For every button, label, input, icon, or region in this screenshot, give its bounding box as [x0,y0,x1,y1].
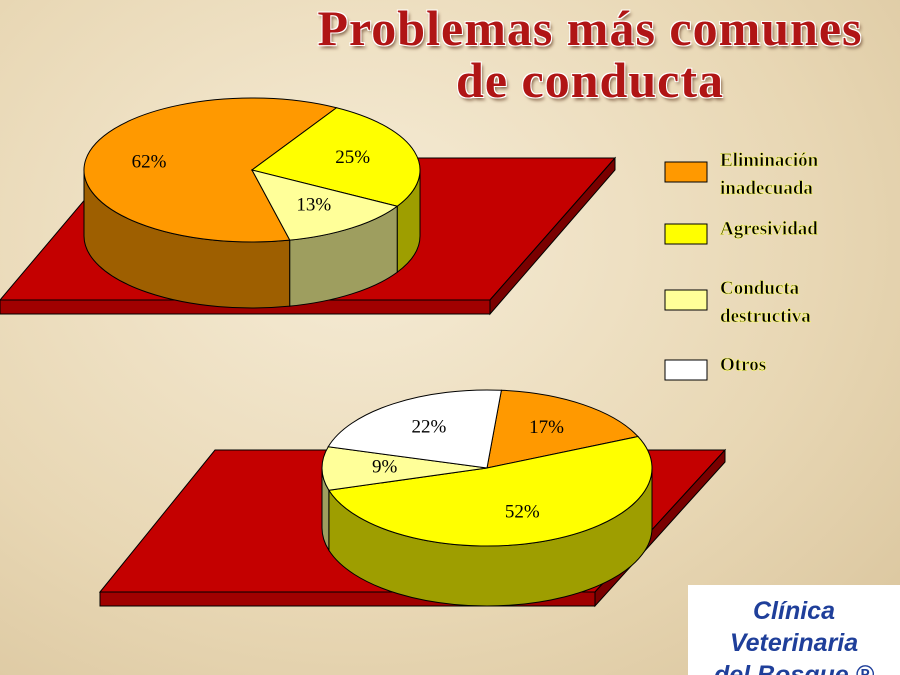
legend-line: inadecuada [720,178,813,199]
pie-chart: Eliminación inadecuadaAgresividadConduct… [83,97,421,309]
slide-title: Problemas más comunes de conducta [317,0,863,108]
legend-swatch [664,161,708,183]
legend-label: Otros [720,354,766,375]
pie-tops: Eliminación inadecuadaAgresividadConduct… [83,97,421,243]
pie-sides [83,169,421,309]
data-label: 13% [296,194,331,215]
slice: Agresividad [250,107,421,207]
legend-line: destructiva [720,306,811,327]
slice: Otros [327,389,502,469]
logo-line: Clínica Veterinaria [729,597,859,657]
legend-label: Conducta destructiva [720,278,811,327]
dog-silhouette [220,465,315,565]
pie-tops: Eliminación inadecuadaAgresividadConduct… [321,389,653,547]
data-label: 25% [335,147,370,168]
slice: Conducta destructiva [251,169,399,241]
legend-label: Agresividad [720,218,818,239]
legend-swatch [664,359,708,381]
data-label: 9% [372,457,398,478]
data-label: 62% [132,152,167,173]
slice: Eliminación inadecuada [486,389,639,469]
data-label: 52% [505,502,540,523]
logo: Clínica Veterinaria del Bosque ® [688,585,900,675]
legend-line: Eliminación [720,150,819,171]
legend: Eliminación inadecuada Agresividad Conducta… [664,150,819,381]
cat-silhouette [434,162,518,279]
data-label: 17% [529,417,564,438]
legend-swatch [664,289,708,311]
slice: Eliminación inadecuada [83,97,338,243]
slice: Agresividad [328,435,653,547]
logo-line: del Bosque ® [713,661,875,675]
slice: Conducta destructiva [321,446,488,491]
legend-line: Conducta [720,278,800,299]
legend-label: Eliminación inadecuada [720,150,819,199]
pie-chart: Eliminación inadecuadaAgresividadConduct… [321,389,653,607]
legend-swatch [664,223,708,245]
data-label: 22% [411,417,446,438]
